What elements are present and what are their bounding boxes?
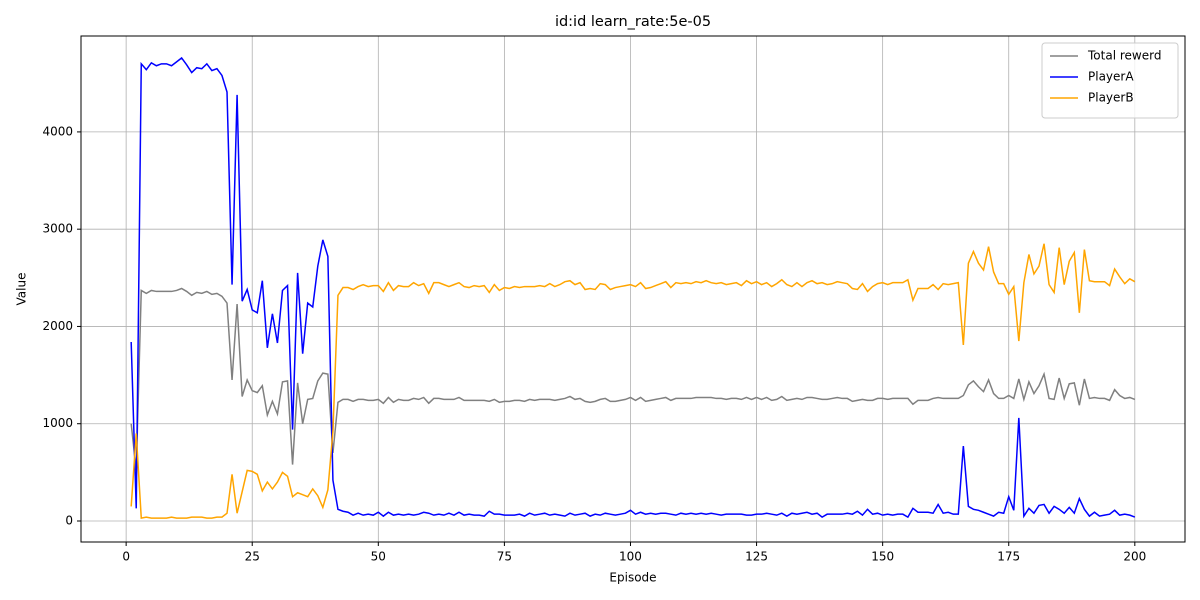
- x-tick-label: 125: [745, 550, 768, 564]
- legend-label: PlayerB: [1088, 91, 1134, 105]
- series-line: [130, 56, 1136, 519]
- plot-frame: [80, 35, 1186, 543]
- x-axis-label: Episode: [609, 571, 656, 585]
- y-axis-label: Value: [15, 273, 29, 306]
- y-tick-label: 3000: [42, 222, 73, 236]
- x-tick-label: 150: [871, 550, 894, 564]
- chart-title: id:id learn_rate:5e-05: [555, 14, 711, 30]
- series-line: [130, 243, 1136, 519]
- x-tick-label: 0: [122, 550, 130, 564]
- x-tick-label: 50: [371, 550, 386, 564]
- y-tick-label: 2000: [42, 319, 73, 333]
- y-tick-label: 4000: [42, 124, 73, 138]
- legend-box: [1041, 42, 1179, 119]
- y-tick-label: 1000: [42, 416, 73, 430]
- x-tick-label: 25: [245, 550, 260, 564]
- y-tick-label: 0: [65, 513, 73, 527]
- series-line: [130, 287, 1136, 471]
- legend-label: PlayerA: [1088, 70, 1134, 84]
- x-tick-label: 200: [1123, 550, 1146, 564]
- x-tick-label: 75: [497, 550, 512, 564]
- legend-label: Total rewerd: [1087, 49, 1161, 63]
- legend: Total rewerd PlayerA PlayerB: [1041, 42, 1179, 119]
- x-tick-label: 175: [997, 550, 1020, 564]
- x-tick-label: 100: [619, 550, 642, 564]
